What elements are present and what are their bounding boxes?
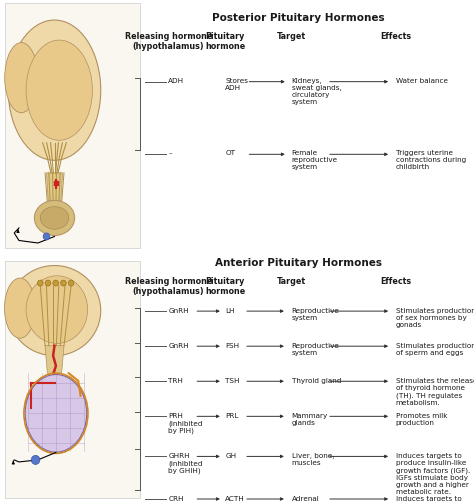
Text: Posterior Pituitary Hormones: Posterior Pituitary Hormones: [212, 13, 385, 23]
Text: ACTH: ACTH: [225, 496, 245, 501]
Ellipse shape: [26, 276, 88, 344]
Text: FSH: FSH: [225, 343, 239, 349]
Circle shape: [37, 280, 43, 286]
Ellipse shape: [5, 43, 38, 113]
Text: Reproductive
system: Reproductive system: [292, 343, 339, 356]
Polygon shape: [45, 346, 64, 373]
Text: Target: Target: [277, 32, 306, 41]
Polygon shape: [5, 3, 140, 248]
Text: Water balance: Water balance: [396, 78, 448, 84]
Text: Induces targets to
produce glucocorticoids,
which regulate
metabolism and the
st: Induces targets to produce glucocorticoi…: [396, 496, 474, 501]
Text: GHRH
(inhibited
by GHIH): GHRH (inhibited by GHIH): [168, 453, 203, 474]
Text: TRH: TRH: [168, 378, 183, 384]
Polygon shape: [5, 261, 140, 498]
Text: Stimulates production
of sex hormones by
gonads: Stimulates production of sex hormones by…: [396, 308, 474, 328]
Ellipse shape: [9, 266, 101, 356]
Text: Stimulates the release
of thyroid hormone
(TH). TH regulates
metabolism.: Stimulates the release of thyroid hormon…: [396, 378, 474, 406]
Ellipse shape: [5, 278, 35, 338]
Text: Stimulates production
of sperm and eggs: Stimulates production of sperm and eggs: [396, 343, 474, 356]
Text: CRH: CRH: [168, 496, 184, 501]
Text: Target: Target: [277, 277, 306, 286]
Text: Effects: Effects: [380, 32, 411, 41]
Text: Mammary
glands: Mammary glands: [292, 413, 328, 426]
Text: PRH
(inhibited
by PIH): PRH (inhibited by PIH): [168, 413, 203, 434]
Text: Adrenal
glands: Adrenal glands: [292, 496, 319, 501]
Text: Female
reproductive
system: Female reproductive system: [292, 150, 337, 170]
Text: LH: LH: [225, 308, 235, 314]
Text: GH: GH: [225, 453, 236, 459]
Text: ADH: ADH: [168, 78, 184, 84]
Text: PRL: PRL: [225, 413, 238, 419]
Text: Triggers uterine
contractions during
childbirth: Triggers uterine contractions during chi…: [396, 150, 466, 170]
Text: GnRH: GnRH: [168, 343, 189, 349]
Circle shape: [68, 280, 74, 286]
Polygon shape: [46, 173, 63, 203]
Ellipse shape: [26, 40, 92, 140]
Circle shape: [43, 233, 50, 240]
Text: Releasing hormone
(hypothalamus): Releasing hormone (hypothalamus): [125, 277, 212, 297]
Text: GnRH: GnRH: [168, 308, 189, 314]
Ellipse shape: [34, 200, 75, 235]
Text: Promotes milk
production: Promotes milk production: [396, 413, 447, 426]
Text: Pituitary
hormone: Pituitary hormone: [205, 32, 245, 51]
Text: Effects: Effects: [380, 277, 411, 286]
Text: Kidneys,
sweat glands,
circulatory
system: Kidneys, sweat glands, circulatory syste…: [292, 78, 341, 105]
Ellipse shape: [25, 375, 87, 452]
Ellipse shape: [40, 207, 69, 229]
Text: OT: OT: [225, 150, 235, 156]
Text: Liver, bone,
muscles: Liver, bone, muscles: [292, 453, 334, 466]
Circle shape: [61, 280, 66, 286]
Text: TSH: TSH: [225, 378, 240, 384]
Text: –: –: [168, 150, 172, 156]
Text: Reproductive
system: Reproductive system: [292, 308, 339, 321]
Text: Stores
ADH: Stores ADH: [225, 78, 248, 91]
Circle shape: [53, 280, 59, 286]
Circle shape: [31, 455, 40, 464]
Circle shape: [45, 280, 51, 286]
Text: Releasing hormone
(hypothalamus): Releasing hormone (hypothalamus): [125, 32, 212, 51]
Ellipse shape: [9, 20, 101, 160]
Text: Thyroid gland: Thyroid gland: [292, 378, 341, 384]
Text: Pituitary
hormone: Pituitary hormone: [205, 277, 245, 297]
Text: Anterior Pituitary Hormones: Anterior Pituitary Hormones: [215, 258, 382, 268]
Text: Induces targets to
produce insulin-like
growth factors (IGF).
IGFs stimulate bod: Induces targets to produce insulin-like …: [396, 453, 470, 495]
